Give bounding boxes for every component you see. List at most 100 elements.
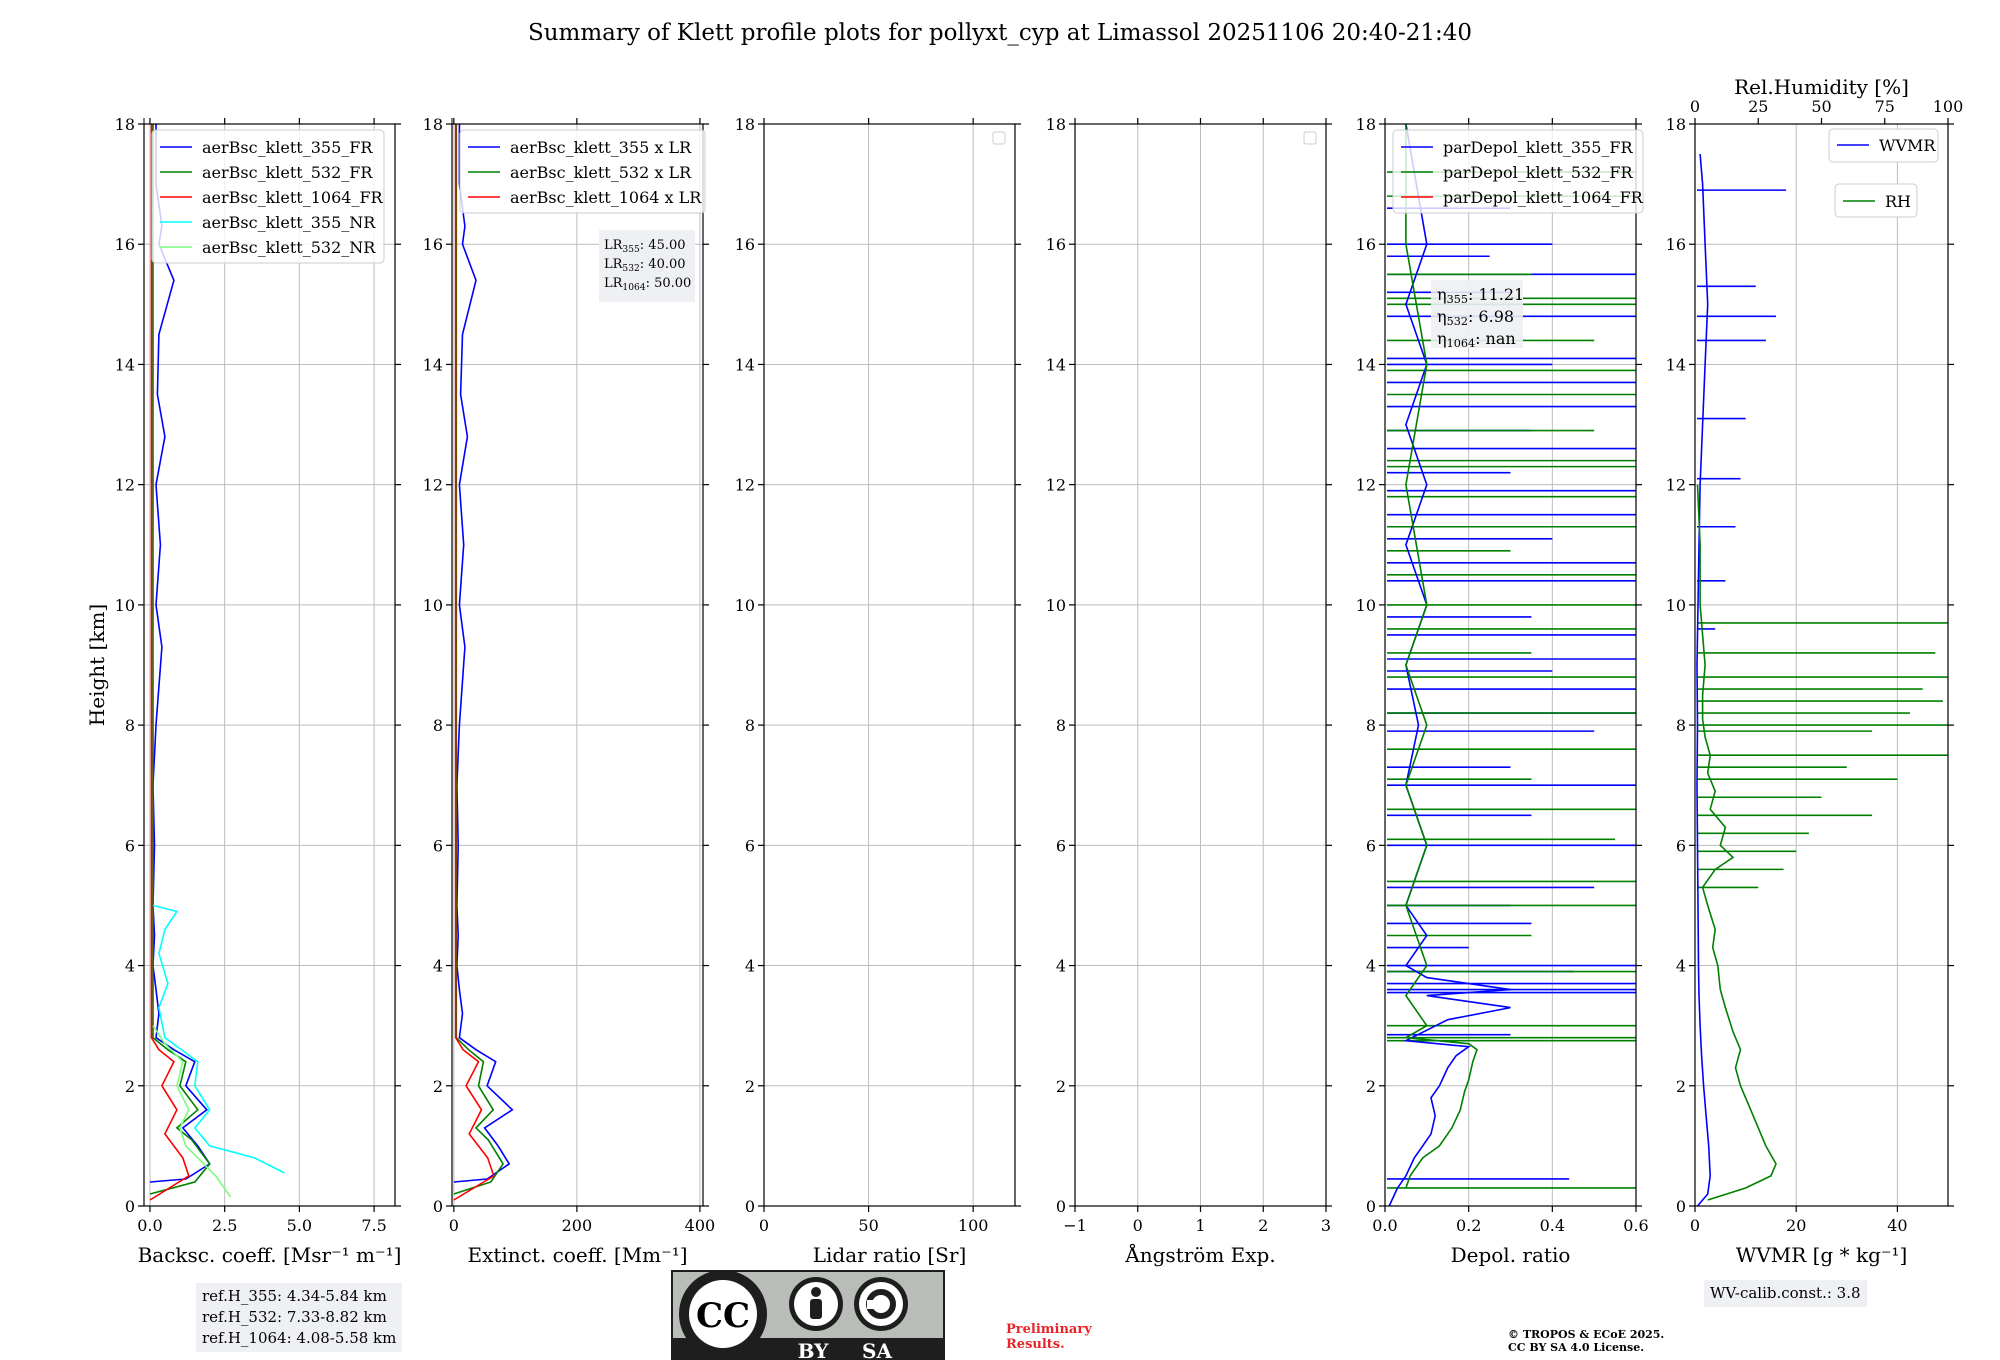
x-axis-label: Ångström Exp. [1124, 1242, 1275, 1267]
y-tick-label: 8 [1366, 716, 1376, 735]
y-tick-label: 14 [423, 355, 443, 374]
series-line-aerBsc_klett_1064 x LR [453, 124, 495, 1201]
series-line-aerBsc_klett_532 x LR [453, 124, 505, 1195]
legend-label: WVMR [1879, 136, 1936, 155]
plot-area-wvmr [1696, 154, 1948, 1206]
y-tick-label: 6 [745, 836, 755, 855]
x-axis-label: Backsc. coeff. [Msr⁻¹ m⁻¹] [138, 1243, 402, 1267]
y-tick-label: 2 [1056, 1077, 1066, 1096]
legend-label: aerBsc_klett_355_FR [202, 138, 373, 157]
y-tick-label: 8 [1676, 716, 1686, 735]
legend-label: parDepol_klett_1064_FR [1443, 188, 1644, 207]
y-tick-label: 14 [1356, 355, 1376, 374]
y-tick-label: 6 [433, 836, 443, 855]
copyright-note: © TROPOS & ECoE 2025. CC BY SA 4.0 Licen… [1508, 1328, 1664, 1354]
panel-backscatter: 0 2 4 6 8 10 12 14 16 18 0.0 2.5 5.0 7.5 Backsc. coeff… [85, 115, 401, 1267]
y-tick-label: 2 [125, 1077, 135, 1096]
lidar-ratio-532: LR532: 40.00 [604, 257, 686, 274]
series-line-parDepol_klett_532_FR [1403, 124, 1478, 1189]
x2-tick-label: 25 [1748, 97, 1768, 116]
legend-label: aerBsc_klett_532_NR [202, 238, 376, 257]
y-tick-label: 16 [1666, 235, 1686, 254]
legend-label: aerBsc_klett_532_FR [202, 163, 373, 182]
license-badge: CC BY SA [671, 1270, 945, 1360]
x-tick-label: 50 [858, 1216, 878, 1235]
series-line-aerBsc_klett_532_NR [152, 1025, 232, 1198]
y-tick-label: 12 [1046, 476, 1066, 495]
panel-extinction: 0 2 4 6 8 10 12 14 16 18 0 200 400 Extinct. coeff. [M… [423, 115, 716, 1267]
y-tick-label: 16 [1356, 235, 1376, 254]
eta-532: η532: 6.98 [1437, 307, 1514, 328]
y-tick-label: 4 [1366, 957, 1376, 976]
y-tick-label: 12 [423, 476, 443, 495]
preliminary-note: Preliminary Results. [1006, 1322, 1092, 1352]
x-tick-label: 100 [958, 1216, 989, 1235]
x-tick-label: 0 [1133, 1216, 1143, 1235]
y-tick-label: 6 [1056, 836, 1066, 855]
sa-icon-gap [867, 1300, 876, 1309]
y-tick-label: 14 [1046, 355, 1066, 374]
y-tick-label: 18 [735, 115, 755, 134]
y-tick-label: 0 [433, 1197, 443, 1216]
by-icon-head [811, 1287, 821, 1297]
x-tick-label: 5.0 [287, 1216, 312, 1235]
legend-box [459, 129, 706, 214]
eta-1064: η1064: nan [1437, 329, 1516, 350]
y-tick-label: 0 [1366, 1197, 1376, 1216]
panel-depol: 0 2 4 6 8 10 12 14 16 18 0.0 0.2 0.4 0.6 Depol. ratio p… [1356, 115, 1649, 1267]
preliminary-line-2: Results. [1006, 1337, 1065, 1352]
y-tick-label: 4 [433, 957, 443, 976]
copyright-line-1: © TROPOS & ECoE 2025. [1508, 1328, 1665, 1341]
legend-label: RH [1885, 192, 1911, 211]
wv-calib-text: WV-calib.const.: 3.8 [1710, 1284, 1861, 1302]
x-tick-label: 0.0 [137, 1216, 162, 1235]
ref-height-532: ref.H_532: 7.33-8.82 km [202, 1308, 387, 1326]
y-tick-label: 0 [1676, 1197, 1686, 1216]
x-tick-label: 0.0 [1372, 1216, 1397, 1235]
x-tick-label: 0 [449, 1216, 459, 1235]
plot-area-extinction [453, 124, 514, 1201]
y-tick-label: 8 [745, 716, 755, 735]
legend-label: aerBsc_klett_355 x LR [510, 138, 692, 157]
y-tick-label: 2 [1366, 1077, 1376, 1096]
x-axis-label: WVMR [g * kg⁻¹] [1736, 1243, 1908, 1267]
y-tick-label: 4 [1056, 957, 1066, 976]
y-tick-label: 8 [433, 716, 443, 735]
legend-box [1392, 129, 1644, 214]
axes-frame [763, 123, 1016, 1207]
x-axis-label: Depol. ratio [1451, 1243, 1571, 1267]
figure-title: Summary of Klett profile plots for polly… [527, 20, 1473, 46]
lidar-ratio-1064: LR1064: 50.00 [604, 276, 691, 293]
lidar-ratio-355: LR355: 45.00 [604, 238, 686, 255]
legend-label: parDepol_klett_532_FR [1443, 163, 1634, 182]
legend-box-wvmr [1828, 128, 1939, 163]
y-tick-label: 18 [1356, 115, 1376, 134]
x-tick-label: 7.5 [361, 1216, 386, 1235]
x2-tick-label: 0 [1690, 97, 1700, 116]
eta-box [1431, 280, 1523, 348]
ref-heights-box: ref.H_355: 4.34-5.84 km ref.H_532: 7.33-… [196, 1283, 403, 1352]
y-tick-label: 4 [745, 957, 755, 976]
x2-tick-label: 50 [1811, 97, 1831, 116]
y-tick-label: 14 [735, 355, 755, 374]
y-tick-label: 6 [1676, 836, 1686, 855]
legend-box [151, 129, 385, 264]
legend-label: parDepol_klett_355_FR [1443, 138, 1634, 157]
series-line-aerBsc_klett_355_NR [152, 904, 285, 1174]
lidar-ratio-box [599, 230, 695, 302]
x-tick-label: 0.6 [1623, 1216, 1648, 1235]
y-tick-label: 10 [735, 596, 755, 615]
plot-area-backscatter [149, 124, 285, 1201]
y-tick-label: 0 [125, 1197, 135, 1216]
eta-355: η355: 11.21 [1437, 285, 1524, 306]
by-icon-body [810, 1299, 822, 1319]
y-tick-label: 10 [1666, 596, 1686, 615]
y-tick-label: 2 [1676, 1077, 1686, 1096]
x-tick-label: −1 [1063, 1216, 1087, 1235]
y-tick-label: 2 [745, 1077, 755, 1096]
series-line-aerBsc_klett_1064_FR [149, 124, 190, 1201]
legend-label: aerBsc_klett_1064 x LR [510, 188, 702, 207]
x-tick-label: 1 [1195, 1216, 1205, 1235]
